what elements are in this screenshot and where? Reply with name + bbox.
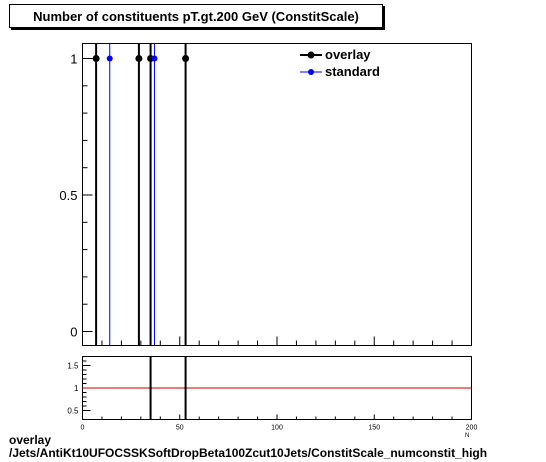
legend-standard-label: standard (325, 64, 380, 79)
ratio-point (184, 386, 187, 390)
data-point-overlay (182, 55, 190, 62)
footer-histogram-path: /Jets/AntiKt10UFOCSSKSoftDropBeta100Zcut… (9, 446, 488, 460)
data-point-overlay (92, 55, 100, 62)
ratio-data-marks (149, 356, 187, 420)
legend-overlay-marker (307, 51, 315, 59)
y-tick-label: 0.5 (59, 188, 77, 203)
ratio-y-tick-label: 1 (74, 384, 79, 393)
ratio-y-tick-label: 1.5 (67, 362, 79, 371)
ratio-y-tick-label: 0.5 (67, 407, 79, 416)
x-tick-label: 200 (466, 425, 478, 432)
legend-standard-marker (308, 69, 314, 75)
x-tick-label: 50 (176, 425, 184, 432)
data-point-standard (151, 55, 158, 62)
main-axis-ticks: 00.51 (59, 52, 472, 346)
title-box: Number of constituents pT.gt.200 GeV (Co… (9, 4, 383, 28)
legend-overlay-label: overlay (325, 47, 371, 62)
footer-sample-label: overlay (9, 433, 52, 447)
legend: overlay standard (300, 47, 380, 79)
ratio-point (149, 386, 152, 390)
chart-title: Number of constituents pT.gt.200 GeV (Co… (33, 9, 359, 24)
x-tick-label: 0 (81, 425, 85, 432)
ratio-axis-ticks: 0 50 100 150 200 0.5 1 1.5 (67, 360, 478, 432)
main-plot-frame (82, 43, 472, 346)
data-point-standard (106, 55, 113, 62)
x-axis-cut-label: N (465, 433, 469, 439)
y-tick-label: 0 (70, 325, 77, 340)
data-point-overlay (135, 55, 143, 62)
x-tick-label: 150 (368, 425, 380, 432)
x-tick-label: 100 (271, 425, 283, 432)
y-tick-label: 1 (70, 52, 77, 67)
main-data-marks (92, 43, 190, 346)
